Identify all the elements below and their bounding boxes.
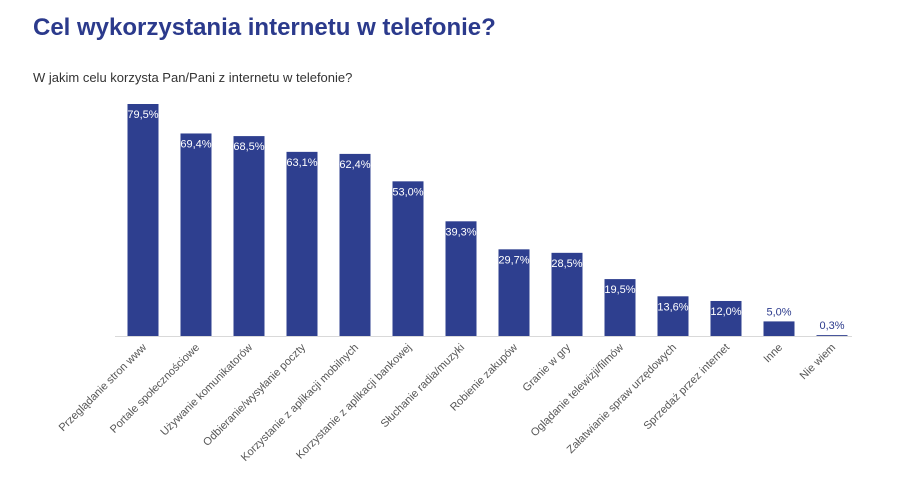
data-label: 68,5%	[233, 141, 264, 153]
x-tick-label: Oglądanie telewizji/filmów	[529, 342, 627, 440]
chart-title: Cel wykorzystania internetu w telefonie?	[33, 14, 496, 41]
data-label: 63,1%	[286, 157, 317, 169]
data-label: 28,5%	[551, 258, 582, 270]
bar	[551, 252, 583, 336]
x-tick-label: Nie wiem	[798, 342, 838, 382]
x-tick-label: Używanie komunikatorów	[158, 342, 255, 439]
bar	[657, 296, 689, 336]
bar	[127, 104, 159, 336]
x-tick-label: Odbieranie/wysyłanie poczty	[201, 341, 308, 448]
x-tick-label: Załatwianie spraw urzędowych	[565, 342, 679, 456]
x-tick-label: Sprzedaż przez internet	[641, 342, 732, 433]
data-label: 79,5%	[127, 109, 158, 121]
bar	[763, 321, 795, 336]
bar	[445, 221, 477, 336]
x-tick-label: Granie w gry	[521, 341, 574, 394]
x-tick-label: Inne	[761, 342, 785, 366]
data-label: 0,3%	[819, 320, 844, 332]
data-label: 62,4%	[339, 159, 370, 171]
data-label: 13,6%	[657, 301, 688, 313]
data-label: 19,5%	[604, 284, 635, 296]
data-label: 12,0%	[710, 306, 741, 318]
bar	[604, 279, 636, 336]
x-tick-label: Przeglądanie stron www	[57, 342, 149, 434]
bar	[710, 300, 742, 336]
x-tick-label: Portale społecznościowe	[108, 342, 202, 436]
bar	[233, 136, 265, 336]
data-label: 5,0%	[766, 306, 791, 318]
bar	[286, 151, 318, 336]
data-label: 29,7%	[498, 254, 529, 266]
bar	[392, 181, 424, 336]
x-tick-label: Korzystanie z aplikacji bankowej	[294, 342, 414, 462]
bar	[180, 133, 212, 336]
x-tick-label: Korzystanie z aplikacji mobilnych	[239, 342, 361, 464]
chart-subtitle: W jakim celu korzysta Pan/Pani z interne…	[33, 70, 353, 85]
data-label: 39,3%	[445, 226, 476, 238]
data-label: 69,4%	[180, 138, 211, 150]
bar	[339, 153, 371, 336]
bar	[816, 335, 848, 336]
data-label: 53,0%	[392, 186, 423, 198]
bar	[498, 249, 530, 336]
